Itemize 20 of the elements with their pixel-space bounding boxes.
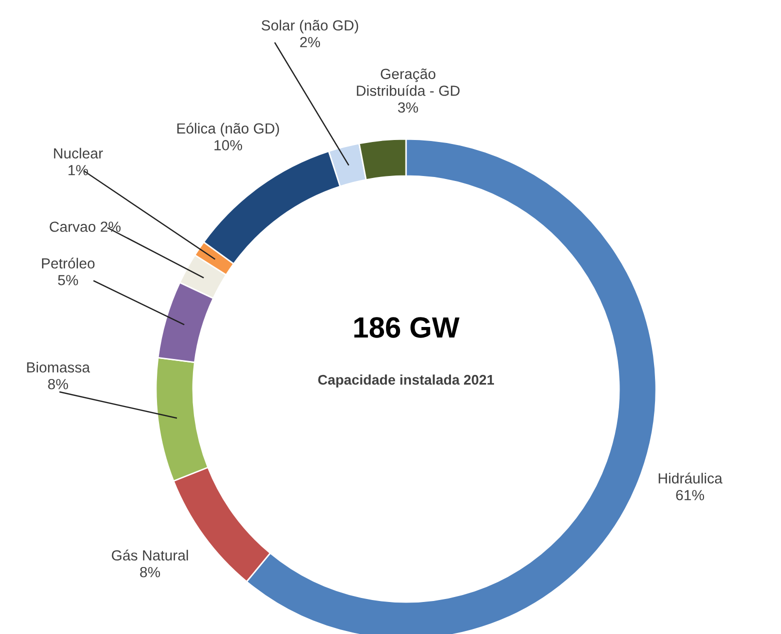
data-label: 10%: [214, 140, 242, 150]
slice-label: Eólica (não GD): [177, 122, 279, 136]
slice-label: Geração Distribuída - GD: [356, 68, 460, 96]
text: 186 GW: [354, 317, 460, 338]
data-label: 61%: [676, 490, 704, 500]
slice-label: Petróleo: [42, 258, 95, 269]
slice-label: Nuclear: [54, 148, 103, 159]
slice-label: Gás Natural: [112, 550, 188, 561]
data-label: 3%: [398, 102, 418, 113]
slice-label: Biomassa: [27, 362, 90, 373]
data-label: 2%: [300, 36, 320, 48]
data-label: 8%: [48, 378, 68, 390]
slice-label: Hidráulica: [658, 472, 722, 484]
data-label: 8%: [140, 566, 160, 578]
slice-label: Carvao: [50, 222, 96, 232]
data-label: 2%: [100, 222, 121, 232]
slice-label: Solar (não GD): [262, 20, 358, 34]
data-label: 1%: [68, 165, 88, 176]
data-label: 5%: [58, 275, 78, 286]
text: Capacidade instalada 2021: [318, 374, 494, 388]
